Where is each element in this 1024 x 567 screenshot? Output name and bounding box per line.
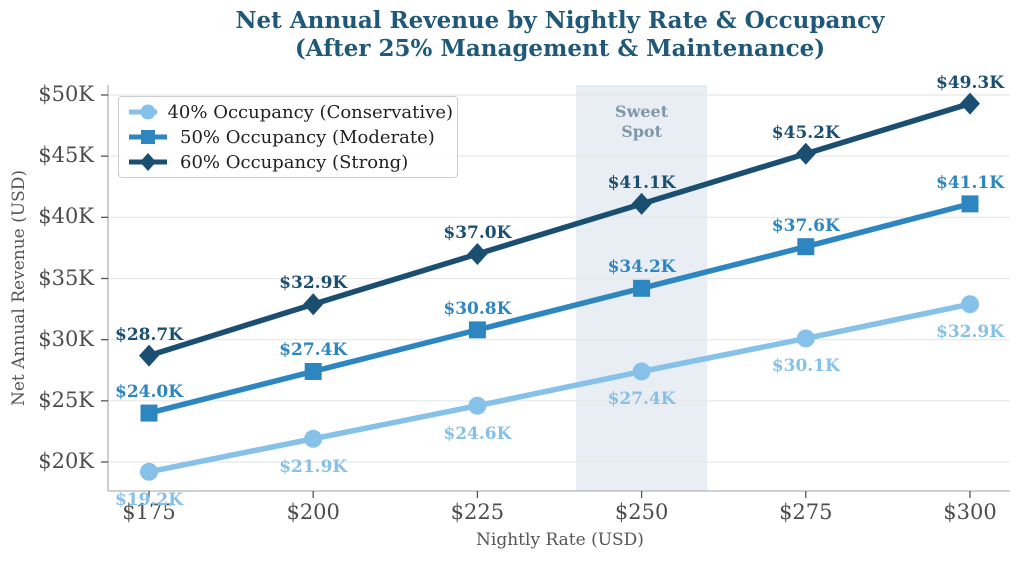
square-marker-icon [129, 130, 167, 144]
marker-60pct-275 [795, 142, 816, 165]
marker-40pct-275 [796, 329, 815, 348]
chart-title: Net Annual Revenue by Nightly Rate & Occ… [96, 7, 1024, 63]
marker-60pct-200 [303, 293, 324, 316]
marker-50pct-225 [468, 321, 486, 339]
marker-40pct-225 [468, 396, 487, 415]
marker-60pct-225 [467, 243, 488, 266]
circle-marker-icon [129, 104, 158, 120]
x-axis-title: Nightly Rate (USD) [476, 530, 644, 550]
legend: 40% Occupancy (Conservative) 50% Occupanc… [118, 96, 458, 178]
marker-60pct-175 [139, 344, 159, 367]
marker-50pct-300 [961, 195, 979, 213]
line-50pct [146, 201, 973, 416]
y-axis-title: Net Annual Revenue (USD) [9, 169, 29, 407]
marker-40pct-300 [961, 295, 979, 314]
marker-60pct-300 [960, 92, 980, 115]
marker-50pct-275 [797, 238, 815, 256]
marker-50pct-175 [140, 404, 158, 422]
legend-item-2: 50% Occupancy (Moderate) [126, 125, 453, 149]
marker-50pct-250 [633, 279, 651, 297]
marker-50pct-200 [304, 362, 322, 380]
line-40pct [146, 301, 973, 475]
legend-label-2: 50% Occupancy (Moderate) [180, 126, 435, 148]
legend-label-1: 40% Occupancy (Conservative) [167, 101, 453, 123]
legend-item-1: 40% Occupancy (Conservative) [126, 100, 453, 124]
marker-40pct-200 [304, 429, 323, 448]
diamond-marker-icon [129, 153, 167, 171]
marker-60pct-250 [631, 192, 652, 215]
legend-label-3: 60% Occupancy (Strong) [180, 151, 409, 173]
marker-40pct-175 [140, 462, 158, 481]
legend-item-3: 60% Occupancy (Strong) [126, 150, 453, 174]
chart-title-line2: (After 25% Management & Maintenance) [294, 35, 826, 62]
chart-title-line1: Net Annual Revenue by Nightly Rate & Occ… [235, 7, 885, 34]
line-60pct [146, 100, 973, 359]
marker-40pct-250 [632, 362, 651, 381]
